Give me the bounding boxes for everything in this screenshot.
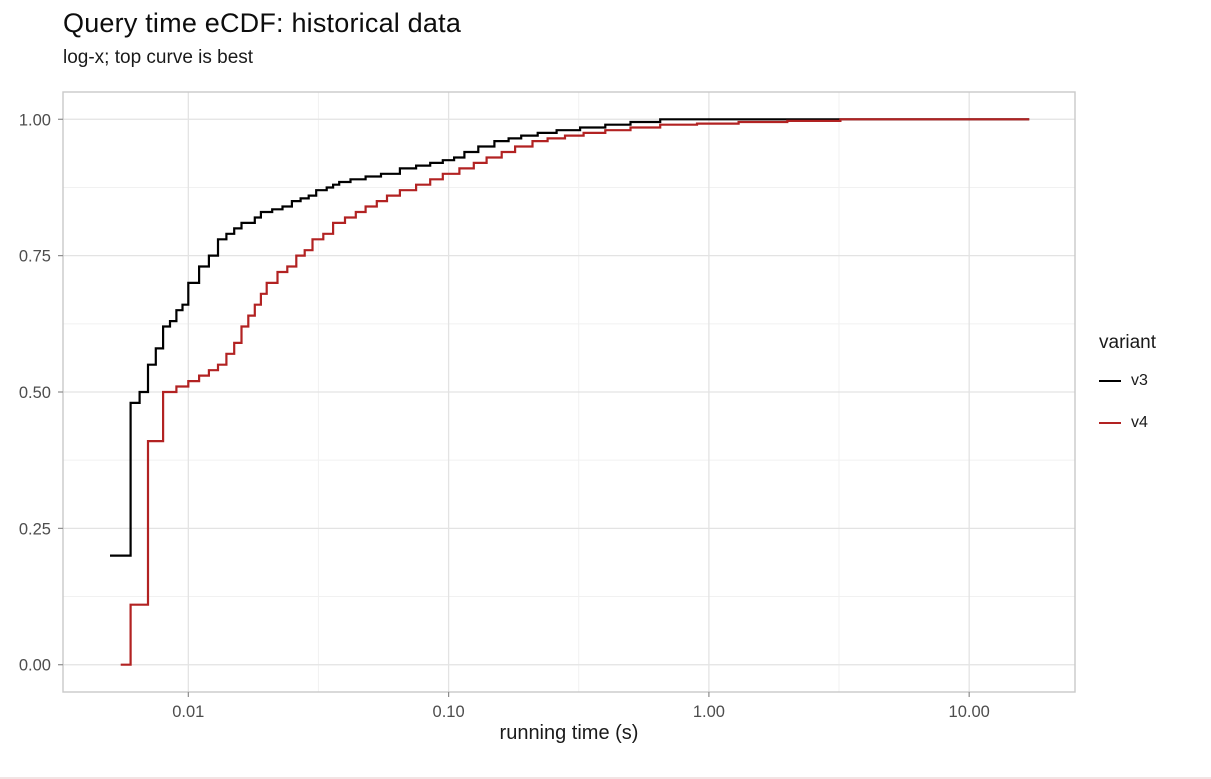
- axis-tick-marks: [58, 118, 970, 697]
- svg-text:1.00: 1.00: [19, 111, 51, 129]
- legend-label-v3: v3: [1131, 372, 1148, 389]
- series-curve-v3: [110, 118, 1030, 557]
- svg-text:0.00: 0.00: [19, 657, 51, 675]
- svg-text:0.01: 0.01: [172, 703, 204, 721]
- y-axis-tick-labels: 0.00 0.25 0.50 0.75 1.00: [19, 111, 51, 674]
- svg-text:0.50: 0.50: [19, 384, 51, 402]
- legend-title: variant: [1099, 332, 1157, 353]
- legend-key-v3-line-swatch: [1099, 380, 1121, 382]
- legend-key-v4-line-swatch: [1099, 422, 1121, 424]
- grid-major: [63, 92, 1075, 692]
- svg-text:0.10: 0.10: [433, 703, 465, 721]
- window-bottom-edge: [0, 777, 1211, 779]
- legend-item-v3: v3: [1099, 372, 1156, 390]
- chart-subtitle: log-x; top curve is best: [63, 47, 254, 68]
- legend: variant v3 v4: [1099, 332, 1156, 456]
- legend-item-v4: v4: [1099, 414, 1156, 432]
- x-axis-title: running time (s): [499, 722, 639, 744]
- x-axis-tick-labels: 0.01 0.10 1.00 10.00: [172, 703, 990, 721]
- svg-text:10.00: 10.00: [949, 703, 990, 721]
- series-curve-v4: [120, 118, 1030, 666]
- svg-text:0.25: 0.25: [19, 520, 51, 538]
- legend-label-v4: v4: [1131, 414, 1148, 431]
- svg-text:1.00: 1.00: [693, 703, 725, 721]
- chart-title: Query time eCDF: historical data: [63, 8, 462, 38]
- svg-text:0.75: 0.75: [19, 248, 51, 266]
